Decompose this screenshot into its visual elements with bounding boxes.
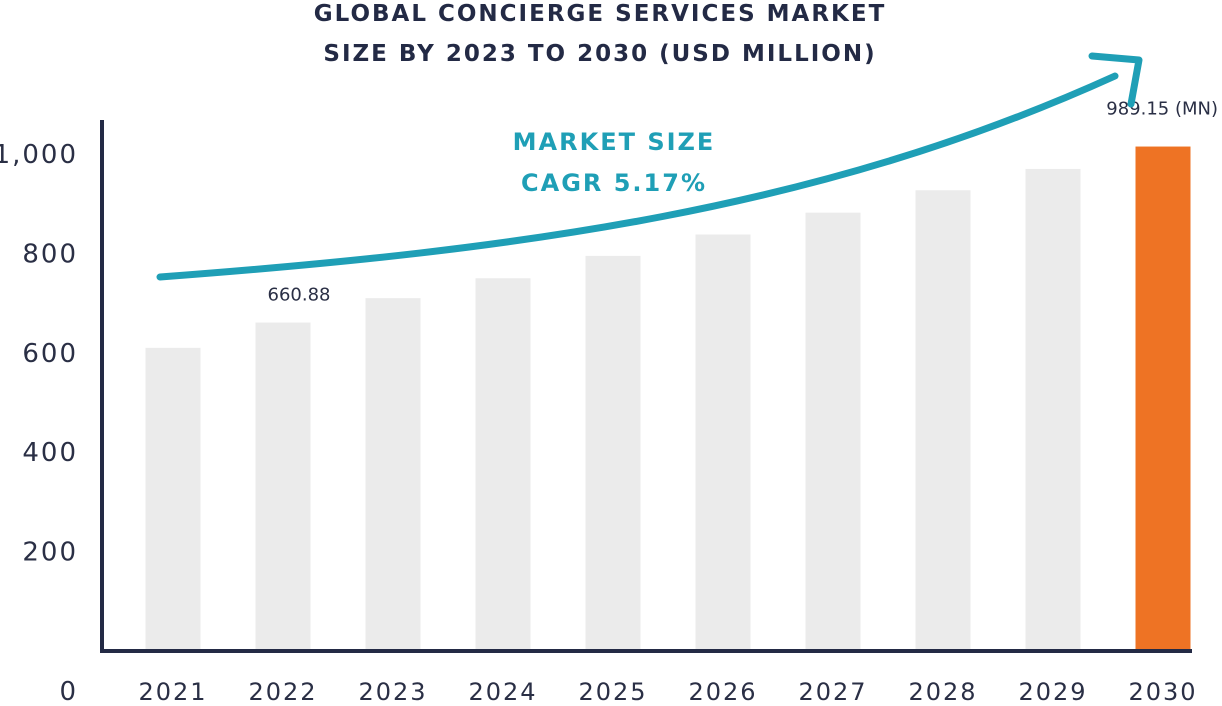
x-tick-label: 2024: [468, 678, 537, 706]
y-axis-ticks: 0 200 400 600 800 1,000: [0, 140, 78, 706]
bar-2024: [475, 278, 531, 651]
growth-arrowhead-icon: [1088, 52, 1143, 108]
x-tick-label: 2025: [578, 678, 647, 706]
bar-2027: [805, 212, 861, 651]
y-tick-label: 0: [59, 677, 78, 706]
x-tick-label: 2021: [138, 678, 207, 706]
x-tick-label: 2027: [798, 678, 867, 706]
cagr-annotation-line-1: MARKET SIZE: [513, 128, 716, 156]
growth-arrow: [156, 72, 1119, 281]
bar-2030: [1135, 146, 1191, 652]
bar-2021: [145, 347, 201, 651]
x-tick-label: 2029: [1018, 678, 1087, 706]
y-tick-label: 600: [22, 339, 78, 369]
bar-2029: [1025, 168, 1081, 651]
cagr-annotation-line-2: CAGR 5.17%: [521, 169, 707, 197]
bar-2028: [915, 190, 971, 651]
x-tick-label: 2026: [688, 678, 757, 706]
y-tick-label: 800: [22, 239, 78, 269]
chart-title-line-2: SIZE BY 2023 TO 2030 (USD MILLION): [323, 41, 876, 67]
x-axis-ticks: 2021 2022 2023 2024 2025 2026 2027 2028 2029 2030: [138, 678, 1197, 706]
x-tick-label: 2022: [248, 678, 317, 706]
chart-title-line-1: GLOBAL CONCIERGE SERVICES MARKET: [314, 1, 887, 27]
x-tick-label: 2028: [908, 678, 977, 706]
x-tick-label: 2023: [358, 678, 427, 706]
y-tick-label: 1,000: [0, 140, 78, 170]
x-tick-label: 2030: [1128, 678, 1197, 706]
bar-2026: [695, 234, 751, 651]
bar-2022: [255, 322, 311, 651]
bar-2025: [585, 255, 641, 651]
y-tick-label: 400: [22, 438, 78, 468]
data-label: 989.15 (MN): [1106, 99, 1218, 120]
bar-group: [145, 146, 1191, 652]
data-label: 660.88: [268, 285, 331, 306]
bar-2023: [365, 298, 421, 651]
y-tick-label: 200: [22, 538, 78, 568]
